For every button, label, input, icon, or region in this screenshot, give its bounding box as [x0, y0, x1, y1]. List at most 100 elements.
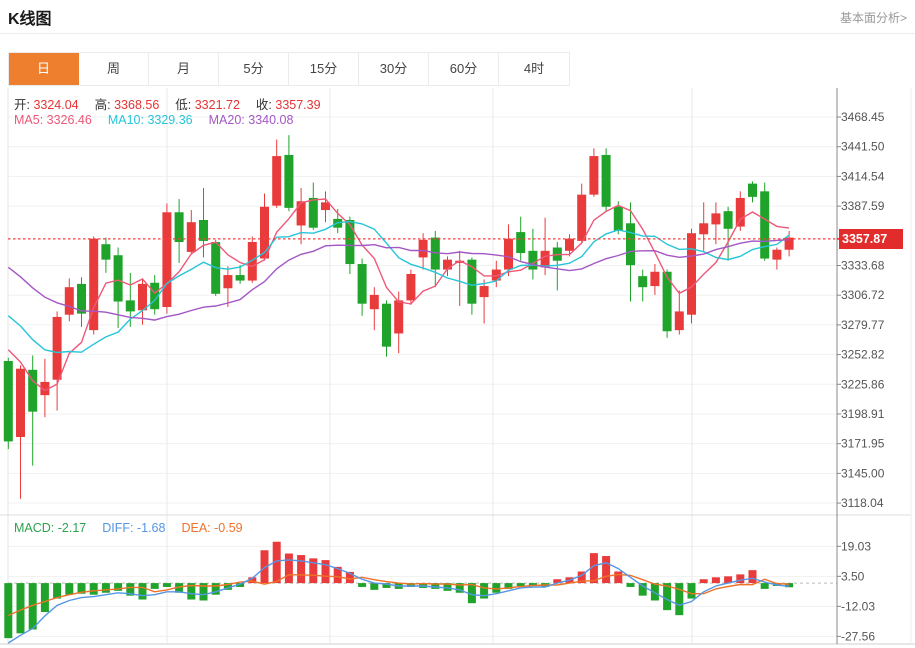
macd-bars-group [4, 541, 794, 639]
candle [504, 238, 513, 270]
candle [491, 269, 501, 281]
kline-chart-canvas[interactable]: 3468.45 3441.50 3414.54 3387.59 3333.68 3306.… [0, 88, 915, 645]
y-axis-label: 3145.00 [841, 466, 885, 480]
candle [235, 275, 245, 281]
macd-bar [431, 583, 440, 589]
macd-bar [638, 583, 647, 596]
macd-bar [101, 583, 110, 593]
candle [601, 154, 611, 207]
macd-bar [382, 583, 391, 588]
macd-bar [455, 583, 464, 593]
candle [101, 244, 111, 260]
tab-60min[interactable]: 60分 [429, 53, 499, 85]
macd-bar [370, 583, 379, 590]
candle [64, 287, 74, 315]
candle [150, 282, 160, 310]
info-pair: MA5: 3326.46 [14, 113, 92, 127]
ohlc-info-row: 开: 3324.04 高: 3368.56 低: 3321.72 收: 3357.39 [14, 94, 337, 113]
candle [467, 259, 477, 304]
macd-bar [589, 553, 598, 584]
macd-bar [504, 583, 513, 589]
macd-bar [626, 583, 635, 587]
macd-bar [297, 555, 306, 584]
candle [345, 219, 355, 265]
macd-bar [77, 583, 86, 594]
candle [223, 275, 233, 289]
macd-bar [687, 583, 696, 599]
macd-bar [711, 577, 720, 584]
macd-bar [223, 583, 232, 590]
macd-bar [467, 583, 476, 604]
page-title: K线图 [8, 11, 52, 28]
candle [662, 271, 672, 332]
y-axis-label: 3468.45 [841, 110, 885, 124]
macd-bar [126, 583, 135, 596]
info-pair: 收: 3357.39 [255, 98, 321, 112]
macd-bar [114, 583, 123, 591]
macd-bar [162, 583, 171, 587]
macd-bar [553, 579, 562, 584]
candle [406, 273, 416, 301]
candle [528, 250, 538, 270]
y-axis-label: 3198.91 [841, 407, 885, 421]
macd-bar [284, 553, 293, 584]
tab-4hour[interactable]: 4时 [523, 61, 545, 76]
candle [321, 202, 330, 211]
candle [613, 206, 623, 231]
macd-bar [406, 583, 415, 587]
candle [369, 294, 379, 310]
tab-day[interactable]: 日 [9, 53, 79, 85]
candle [748, 183, 757, 197]
candle [735, 197, 745, 227]
y-axis-label: 19.03 [841, 539, 871, 553]
candle [77, 283, 86, 314]
candle [174, 212, 184, 243]
macd-bar [736, 574, 745, 584]
dea-line [8, 573, 790, 617]
macd-bar [236, 583, 245, 587]
y-axis-label: 3279.77 [841, 318, 885, 332]
macd-bar [760, 583, 769, 589]
tab-month[interactable]: 月 [149, 53, 219, 85]
ma5-line [7, 198, 790, 392]
kline-chart-area[interactable]: 3468.45 3441.50 3414.54 3387.59 3333.68 3306.… [0, 88, 915, 645]
macd-bar [65, 583, 74, 595]
macd-bar [724, 576, 733, 584]
tab-5min[interactable]: 5分 [219, 53, 289, 85]
macd-bar [53, 583, 62, 599]
candle [199, 219, 208, 241]
macd-bar [675, 583, 684, 616]
fundamental-analysis-link[interactable]: 基本面分析> [839, 11, 907, 25]
macd-bar [333, 566, 342, 584]
info-pair: 低: 3321.72 [175, 98, 240, 112]
macd-bar [4, 583, 13, 639]
candle [516, 232, 526, 254]
ma20-line [7, 239, 790, 321]
candle [723, 211, 733, 229]
candle [638, 276, 648, 288]
tab-week[interactable]: 周 [79, 53, 149, 85]
info-pair: 开: 3324.04 [14, 98, 79, 112]
info-pair: DEA: -0.59 [181, 521, 243, 535]
macd-bar [528, 583, 537, 586]
macd-bar [40, 583, 49, 613]
diff-line [7, 559, 790, 644]
candle [125, 300, 135, 312]
tab-30min[interactable]: 30分 [359, 53, 429, 85]
tab-15min[interactable]: 15分 [289, 53, 359, 85]
macd-bar [16, 583, 25, 634]
candle [540, 250, 550, 268]
candle [687, 233, 696, 315]
macd-bar [199, 583, 208, 601]
candle [418, 239, 428, 258]
candle [784, 237, 794, 250]
candle [589, 156, 599, 195]
macd-bar [748, 570, 757, 584]
macd-bar [211, 583, 220, 595]
macd-bar [663, 583, 672, 611]
candle [3, 360, 13, 442]
candle [284, 154, 294, 208]
y-axis-label: -27.56 [841, 629, 875, 643]
candle [455, 260, 465, 263]
candle [247, 242, 257, 281]
